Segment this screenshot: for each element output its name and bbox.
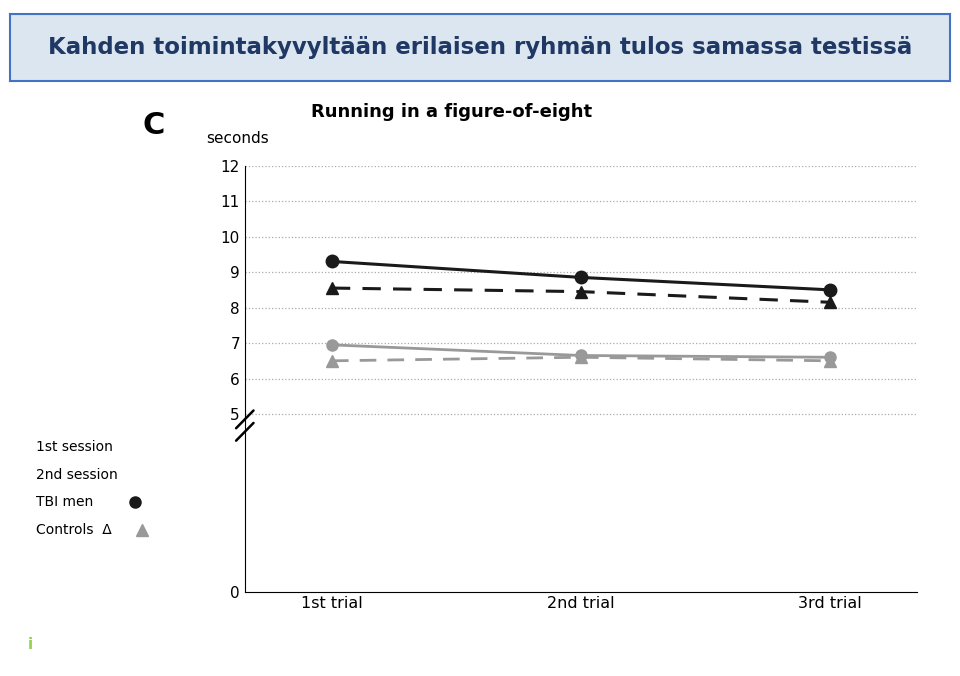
Text: 7: 7 [917,638,925,652]
Text: C: C [142,111,164,139]
Text: i: i [28,637,34,652]
Circle shape [0,631,242,658]
Text: Kahden toimintakyvyltään erilaisen ryhmän tulos samassa testissä: Kahden toimintakyvyltään erilaisen ryhmä… [48,36,912,59]
Text: 24.3.2015: 24.3.2015 [710,638,780,652]
Text: 2nd session: 2nd session [36,468,117,482]
Text: TBI men: TBI men [36,496,93,509]
Text: Running in a figure-of-eight: Running in a figure-of-eight [311,103,591,120]
Text: UKK-instituutti: UKK-instituutti [65,636,215,654]
Text: Controls  Δ: Controls Δ [36,523,111,537]
Text: 1st session: 1st session [36,440,112,454]
Text: seconds: seconds [206,131,269,146]
